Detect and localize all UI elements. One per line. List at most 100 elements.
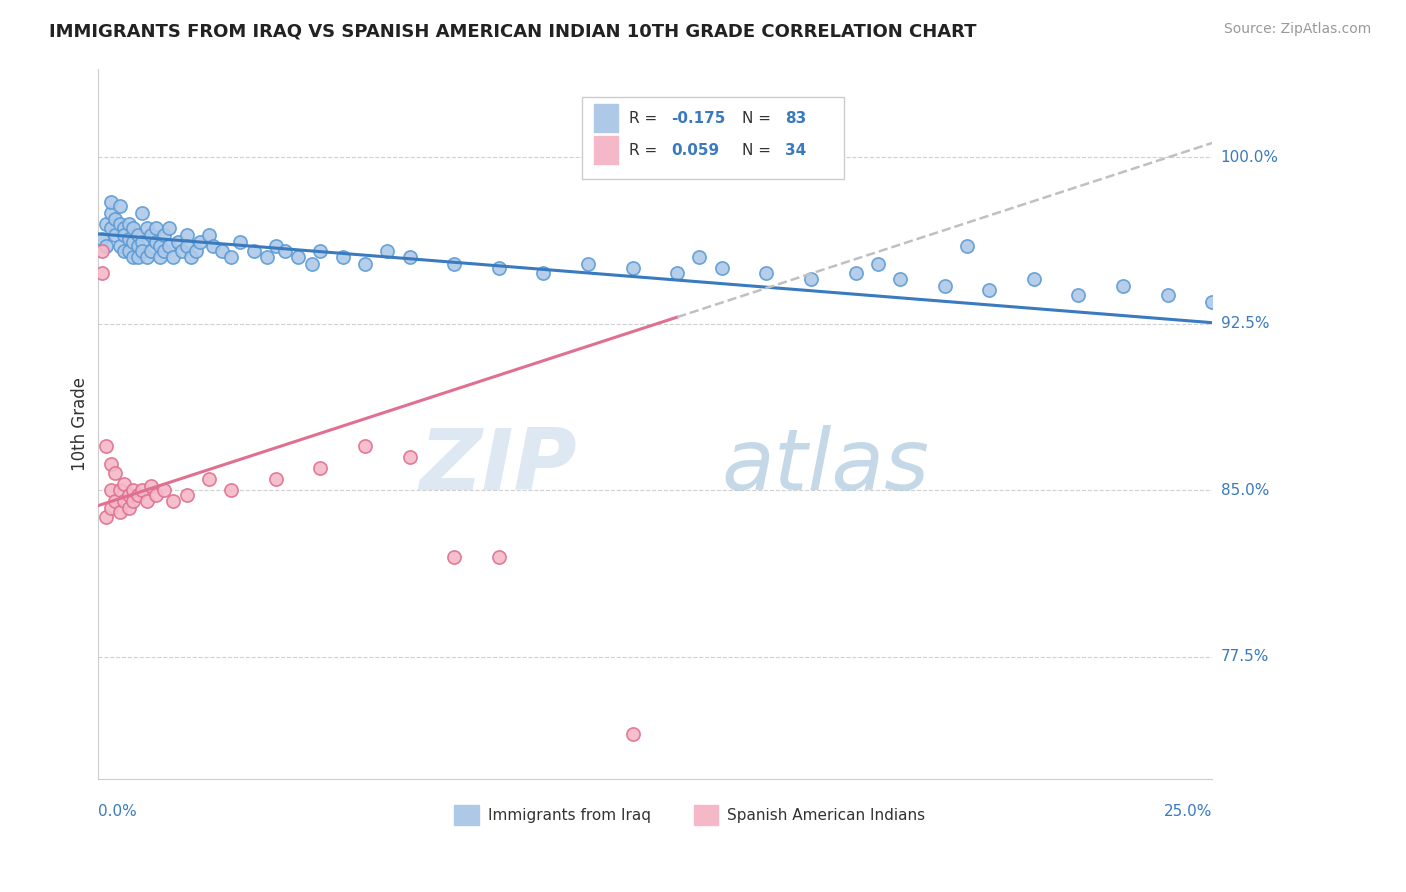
Text: 34: 34: [786, 143, 807, 158]
Point: [104, 212, 127, 227]
Point: [184, 244, 207, 258]
Point: [398, 250, 420, 264]
Point: [118, 232, 141, 246]
Point: [198, 227, 221, 242]
Text: Spanish American Indians: Spanish American Indians: [727, 807, 925, 822]
Point: [131, 206, 153, 220]
Text: N =: N =: [742, 143, 776, 158]
Point: [127, 250, 149, 264]
Text: 83: 83: [786, 111, 807, 126]
Point: [710, 261, 733, 276]
FancyBboxPatch shape: [582, 97, 845, 178]
Point: [242, 244, 264, 258]
Point: [274, 244, 297, 258]
Point: [198, 472, 221, 486]
Text: 25.0%: 25.0%: [1164, 804, 1212, 819]
Point: [443, 549, 465, 564]
Point: [377, 244, 399, 258]
Point: [122, 250, 145, 264]
Point: [309, 244, 332, 258]
Point: [221, 250, 243, 264]
Point: [153, 227, 176, 242]
Point: [301, 257, 323, 271]
Point: [135, 494, 157, 508]
Point: [157, 239, 180, 253]
Text: ZIP: ZIP: [419, 425, 576, 508]
Point: [108, 506, 131, 520]
Point: [934, 279, 956, 293]
Point: [127, 488, 149, 502]
Point: [264, 239, 287, 253]
Point: [135, 221, 157, 235]
Point: [229, 235, 252, 249]
Point: [112, 494, 135, 508]
Point: [176, 239, 198, 253]
Point: [127, 227, 149, 242]
Text: Source: ZipAtlas.com: Source: ZipAtlas.com: [1223, 22, 1371, 37]
Point: [100, 221, 122, 235]
Point: [889, 272, 911, 286]
Point: [755, 266, 778, 280]
Point: [145, 221, 167, 235]
Text: IMMIGRANTS FROM IRAQ VS SPANISH AMERICAN INDIAN 10TH GRADE CORRELATION CHART: IMMIGRANTS FROM IRAQ VS SPANISH AMERICAN…: [49, 22, 977, 40]
Point: [621, 727, 644, 741]
Point: [112, 227, 135, 242]
Bar: [593, 104, 619, 132]
Point: [287, 250, 309, 264]
Point: [108, 199, 131, 213]
Point: [176, 488, 198, 502]
Text: R =: R =: [630, 143, 662, 158]
Point: [153, 483, 176, 498]
Point: [443, 257, 465, 271]
Point: [96, 239, 118, 253]
Point: [221, 483, 243, 498]
Point: [866, 257, 889, 271]
Point: [688, 250, 710, 264]
Point: [112, 476, 135, 491]
Point: [104, 466, 127, 480]
Point: [149, 250, 172, 264]
Point: [100, 194, 122, 209]
Point: [800, 272, 823, 286]
Point: [96, 439, 118, 453]
Text: R =: R =: [630, 111, 662, 126]
Point: [139, 244, 162, 258]
Point: [531, 266, 554, 280]
Point: [1067, 288, 1090, 302]
Point: [145, 488, 167, 502]
Bar: [593, 136, 619, 164]
Point: [100, 206, 122, 220]
Point: [118, 488, 141, 502]
Point: [1156, 288, 1178, 302]
Point: [96, 509, 118, 524]
Point: [180, 250, 202, 264]
Point: [488, 261, 510, 276]
Point: [112, 221, 135, 235]
Point: [166, 235, 188, 249]
Point: [354, 257, 377, 271]
Point: [162, 250, 184, 264]
Point: [135, 250, 157, 264]
Point: [131, 483, 153, 498]
Point: [398, 450, 420, 464]
Point: [122, 221, 145, 235]
Text: 0.059: 0.059: [672, 143, 720, 158]
Point: [844, 266, 866, 280]
Point: [162, 494, 184, 508]
Point: [188, 235, 211, 249]
Point: [1022, 272, 1045, 286]
Bar: [695, 805, 718, 825]
Point: [211, 244, 233, 258]
Text: N =: N =: [742, 111, 776, 126]
Point: [1201, 294, 1223, 309]
Point: [122, 494, 145, 508]
Point: [666, 266, 689, 280]
Text: 85.0%: 85.0%: [1220, 483, 1268, 498]
Point: [488, 549, 510, 564]
Point: [104, 494, 127, 508]
Point: [91, 232, 114, 246]
Text: -0.175: -0.175: [672, 111, 725, 126]
Point: [118, 501, 141, 516]
Text: Immigrants from Iraq: Immigrants from Iraq: [488, 807, 651, 822]
Point: [108, 217, 131, 231]
